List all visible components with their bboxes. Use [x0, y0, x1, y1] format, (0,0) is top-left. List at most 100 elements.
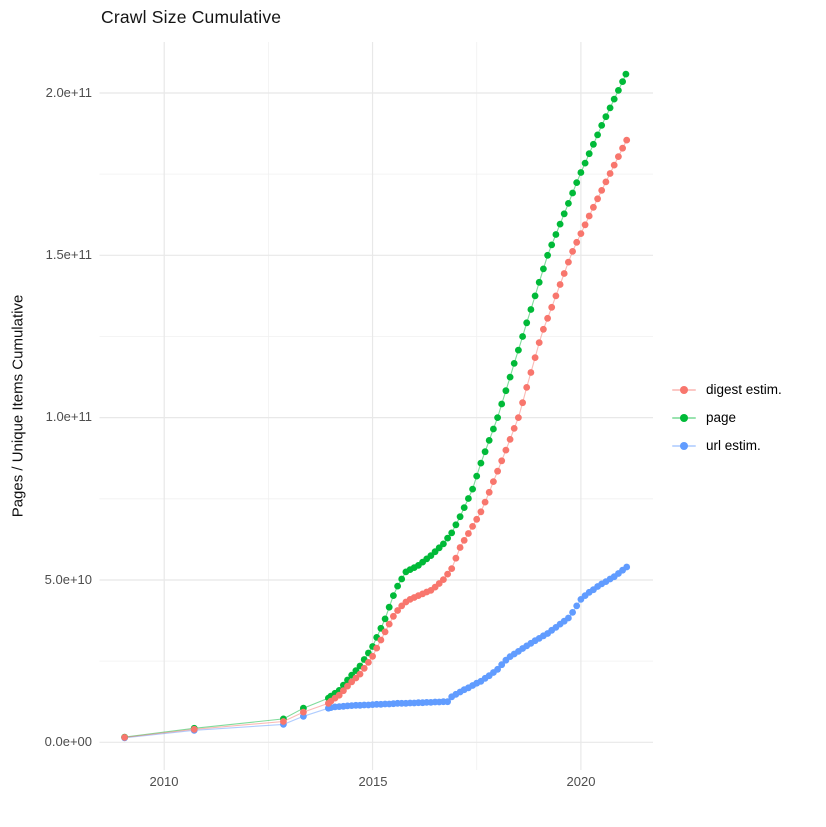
data-point-url-estim- [498, 661, 506, 669]
data-point-page [552, 231, 560, 238]
y-tick-label: 0.0e+00 [44, 734, 92, 749]
data-point-digest-estim- [377, 636, 385, 644]
y-axis-title: Pages / Unique Items Cumulative [9, 294, 27, 518]
data-point-digest-estim- [300, 708, 307, 716]
data-point-page [460, 504, 468, 511]
data-point-page [485, 437, 493, 444]
data-point-page [381, 615, 389, 623]
data-point-page [540, 265, 547, 273]
x-tick-label: 2015 [358, 774, 388, 789]
data-point-page [494, 414, 501, 421]
data-point-digest-estim- [448, 565, 456, 572]
data-point-digest-estim- [481, 498, 489, 506]
y-tick-label: 5.0e+10 [44, 572, 92, 587]
data-point-digest-estim- [456, 544, 464, 551]
data-point-digest-estim- [610, 161, 618, 169]
data-point-page [560, 210, 568, 218]
legend-point-swatch [680, 385, 688, 394]
data-point-page [523, 319, 531, 327]
data-point-page [569, 189, 576, 197]
data-point-page [440, 540, 447, 548]
data-point-url-estim- [565, 614, 572, 622]
data-point-digest-estim- [548, 303, 556, 311]
data-point-page [481, 448, 489, 456]
data-point-digest-estim- [369, 652, 376, 660]
data-point-digest-estim- [365, 659, 372, 666]
data-point-digest-estim- [360, 664, 368, 672]
data-point-page [573, 179, 581, 187]
data-point-digest-estim- [540, 325, 547, 333]
x-tick-label: 2020 [566, 774, 596, 789]
data-point-digest-estim- [565, 258, 572, 266]
legend-key-page [671, 411, 697, 425]
legend-label: url estim. [706, 438, 761, 453]
data-point-url-estim- [573, 602, 581, 610]
data-point-page [527, 306, 535, 313]
legend-label: page [706, 410, 737, 425]
legend-label: digest estim. [706, 382, 782, 397]
y-tick-label: 2.0e+11 [45, 85, 92, 100]
data-point-page [577, 169, 585, 176]
data-point-page [544, 251, 551, 259]
data-point-url-estim- [444, 698, 451, 706]
data-point-digest-estim- [190, 725, 198, 733]
data-point-digest-estim- [577, 230, 585, 238]
data-point-page [565, 200, 572, 207]
data-point-digest-estim- [519, 399, 526, 407]
data-point-digest-estim- [585, 212, 593, 220]
data-point-digest-estim- [394, 607, 401, 614]
data-point-page [385, 603, 393, 611]
data-point-page [590, 140, 597, 148]
data-point-digest-estim- [544, 314, 551, 322]
data-point-page [594, 131, 601, 139]
x-tick-label: 2010 [149, 774, 179, 789]
data-point-digest-estim- [527, 369, 535, 376]
legend-item-url-estim: url estim. [671, 435, 782, 456]
data-point-page [398, 575, 406, 583]
data-point-digest-estim- [569, 248, 576, 255]
legend-item-digest-estim: digest estim. [671, 379, 782, 400]
data-point-digest-estim- [573, 238, 581, 246]
legend-item-page: page [671, 407, 782, 428]
data-point-digest-estim- [490, 478, 497, 485]
data-point-digest-estim- [356, 670, 364, 678]
data-point-digest-estim- [598, 187, 606, 194]
data-point-digest-estim- [452, 554, 460, 562]
data-point-digest-estim- [502, 446, 510, 454]
data-point-digest-estim- [498, 457, 506, 465]
data-point-page [477, 459, 485, 467]
data-point-page [515, 346, 522, 354]
data-point-page [531, 292, 539, 300]
data-point-digest-estim- [619, 144, 626, 152]
data-point-page [610, 95, 618, 103]
data-point-page [598, 122, 606, 129]
data-point-digest-estim- [121, 734, 128, 741]
data-point-digest-estim- [335, 691, 343, 699]
data-point-page [444, 534, 451, 542]
data-point-page [502, 387, 510, 395]
data-point-page [448, 529, 456, 537]
legend-key-digest-estim [671, 383, 697, 397]
y-tick-label: 1.5e+11 [45, 247, 92, 262]
data-point-digest-estim- [556, 281, 564, 288]
data-point-digest-estim- [535, 339, 543, 346]
data-point-page [519, 333, 526, 340]
data-point-digest-estim- [594, 195, 601, 203]
data-point-page [581, 159, 589, 167]
data-point-digest-estim- [494, 467, 501, 475]
series-line-url-estim- [124, 566, 628, 739]
data-point-digest-estim- [531, 354, 539, 361]
data-point-page [585, 150, 593, 158]
data-point-digest-estim- [280, 718, 287, 725]
data-point-digest-estim- [623, 136, 631, 144]
data-point-digest-estim- [477, 508, 485, 516]
data-point-page [473, 472, 481, 480]
data-point-url-estim- [569, 609, 576, 616]
data-point-page [452, 521, 460, 529]
data-point-digest-estim- [460, 537, 468, 544]
data-point-digest-estim- [606, 170, 614, 177]
data-point-digest-estim- [615, 153, 622, 161]
data-point-digest-estim- [340, 687, 347, 695]
